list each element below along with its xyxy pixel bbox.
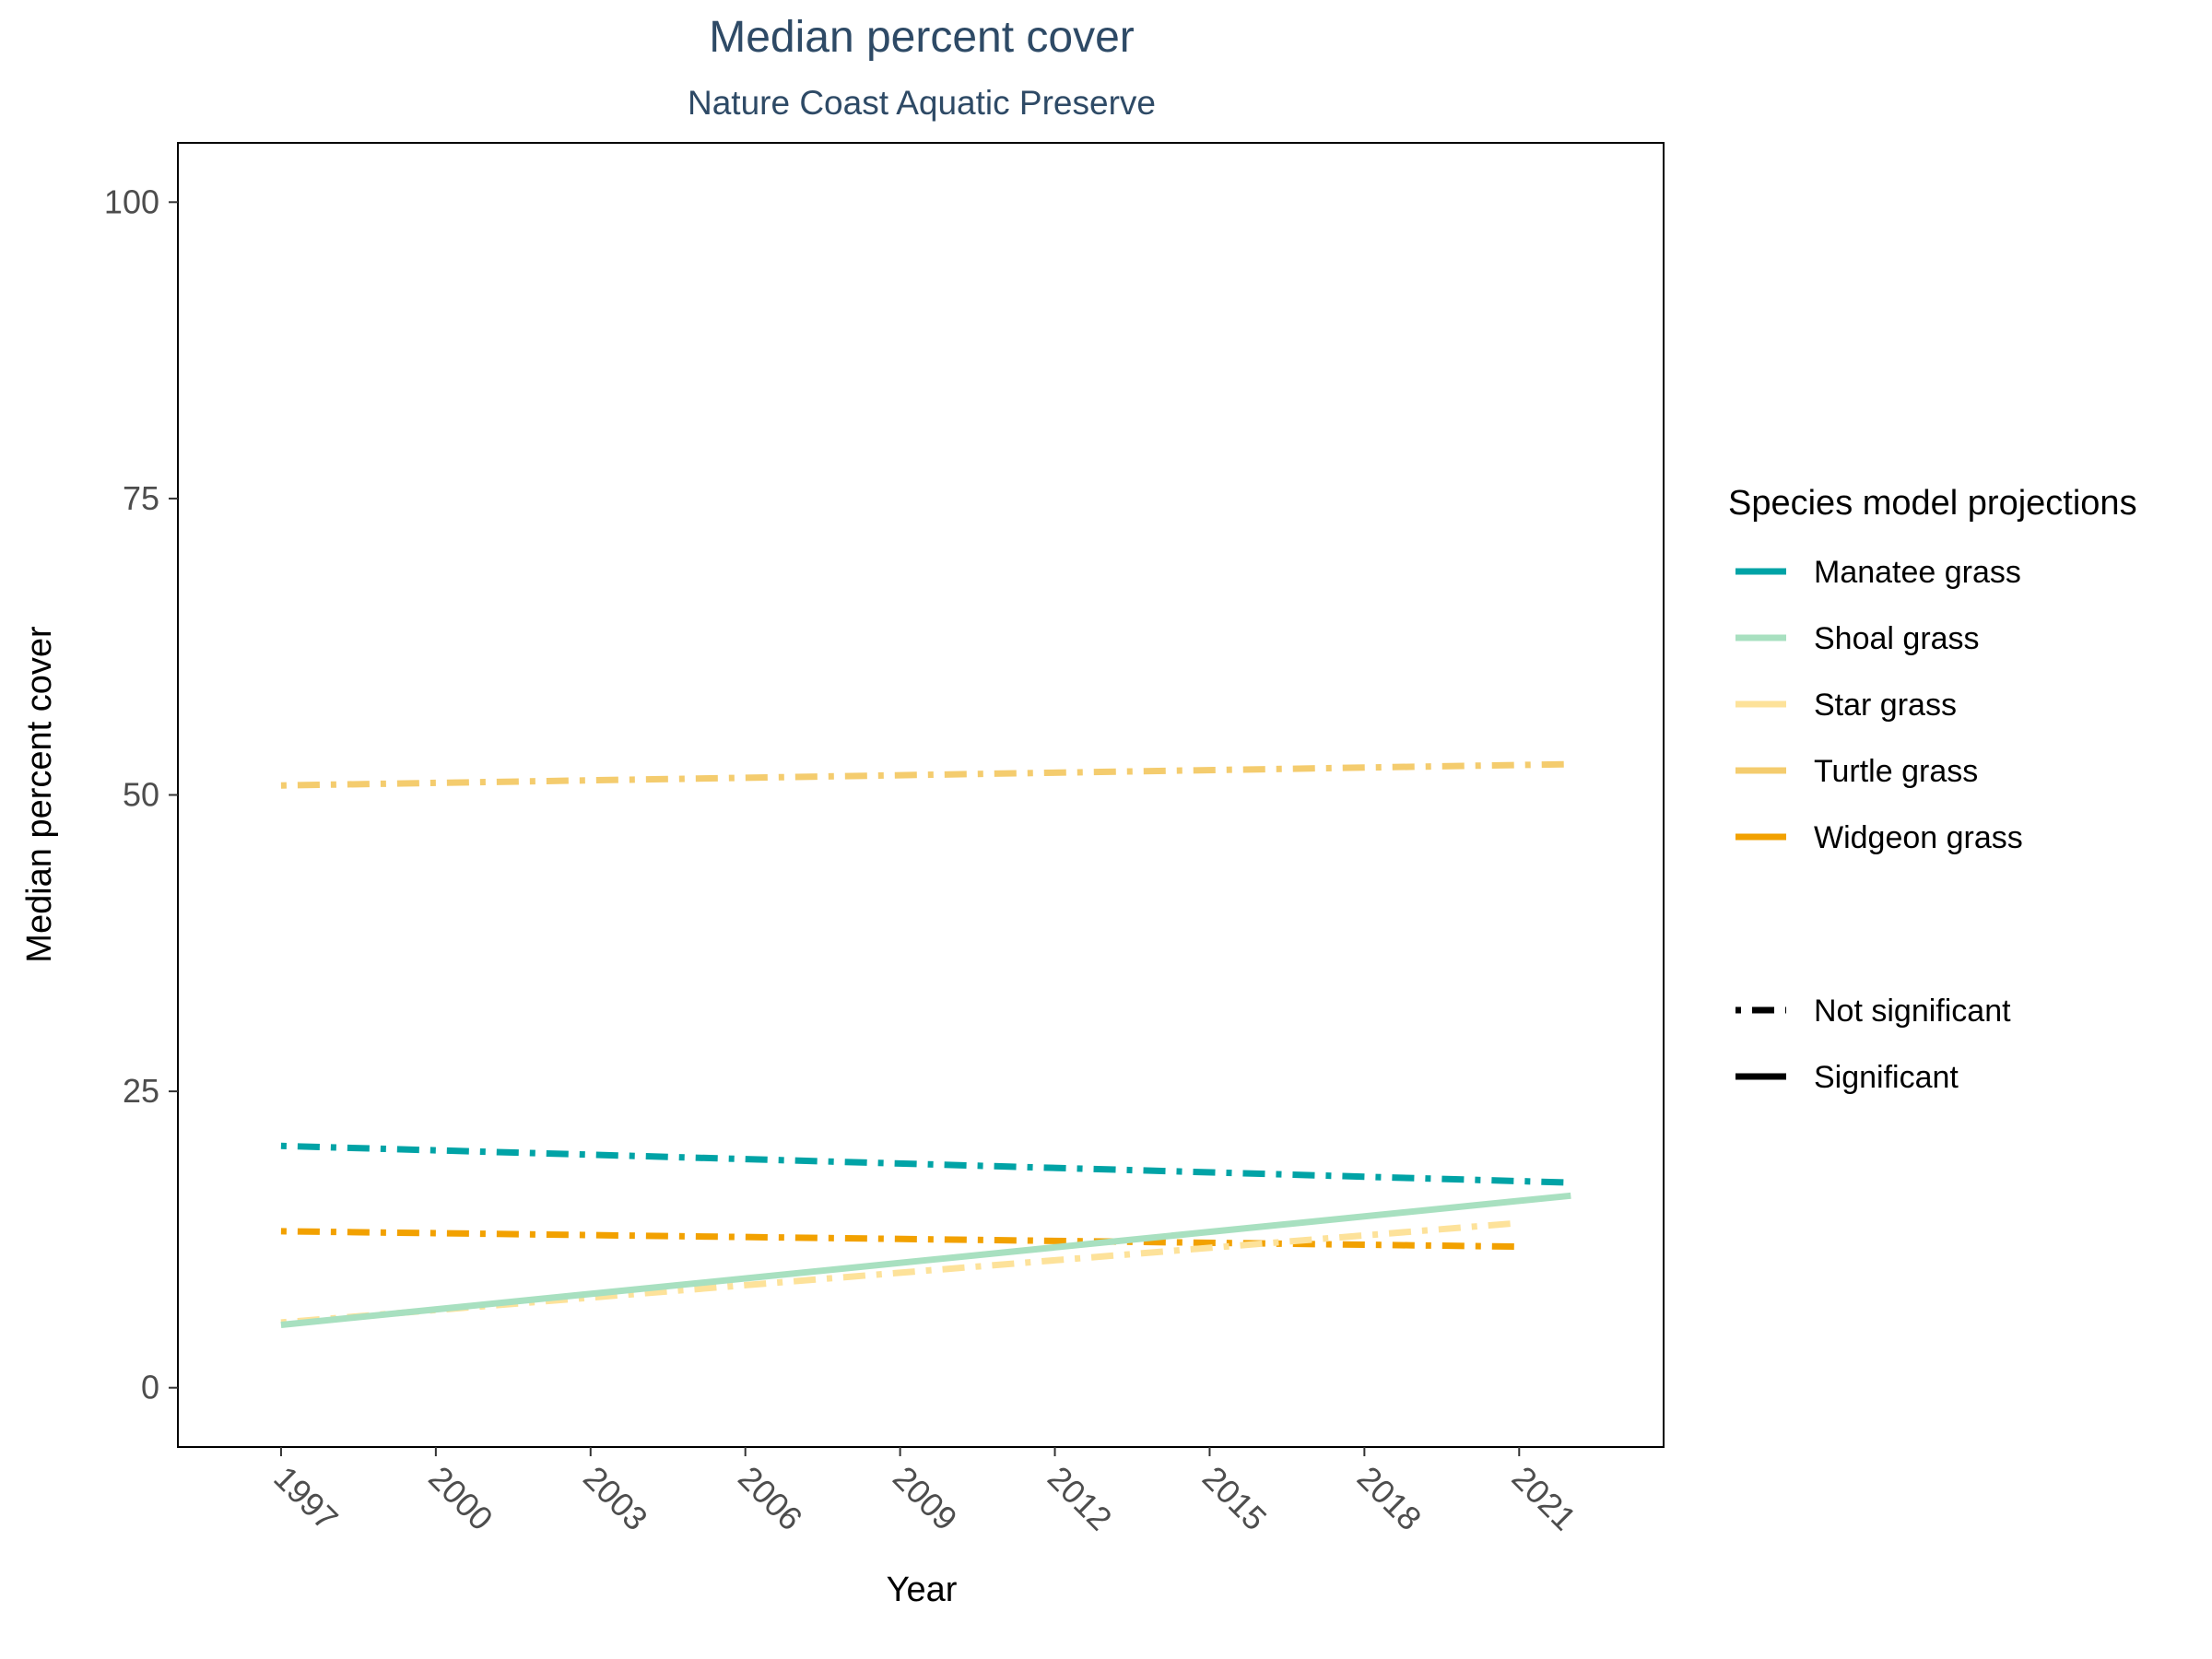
x-axis-title: Year	[887, 1571, 958, 1609]
legend-title: Species model projections	[1728, 484, 2137, 523]
y-tick-label: 75	[123, 479, 159, 517]
x-tick-label: 2018	[1350, 1459, 1430, 1538]
y-axis-title: Median percent cover	[20, 626, 59, 963]
plot-panel	[177, 142, 1665, 1448]
x-axis: 1997 2000 2003 2006 2009 2012 2015 2018 2021	[266, 1447, 1583, 1537]
legend-label-significant: Significant	[1814, 1060, 1959, 1095]
chart-subtitle: Nature Coast Aquatic Preserve	[688, 84, 1156, 122]
series-line-widgeon-grass	[280, 1228, 1520, 1251]
x-tick-label: 2015	[1195, 1459, 1275, 1538]
chart-title: Median percent cover	[709, 13, 1135, 62]
x-tick-label: 1997	[266, 1459, 346, 1538]
x-tick-label: 2021	[1505, 1459, 1584, 1538]
series-line-star-grass	[280, 1219, 1520, 1326]
y-tick-label: 25	[123, 1072, 159, 1110]
y-tick-label: 100	[104, 182, 159, 220]
x-tick-label: 2000	[421, 1459, 500, 1538]
x-tick-label: 2003	[576, 1459, 655, 1538]
legend-label-not-significant: Not significant	[1814, 994, 2011, 1029]
legend: Species model projections Manatee grass S…	[1728, 484, 2137, 1095]
series-line-manatee-grass	[280, 1142, 1571, 1186]
series-layer	[280, 760, 1571, 1328]
series-line-shoal-grass	[280, 1192, 1571, 1328]
series-line-turtle-grass	[280, 760, 1571, 789]
legend-label-shoal-grass: Shoal grass	[1814, 621, 1980, 656]
legend-label-star-grass: Star grass	[1814, 688, 1957, 723]
legend-label-widgeon-grass: Widgeon grass	[1814, 820, 2023, 855]
legend-label-manatee-grass: Manatee grass	[1814, 555, 2021, 590]
x-tick-label: 2012	[1041, 1459, 1120, 1538]
legend-label-turtle-grass: Turtle grass	[1814, 754, 1978, 789]
y-tick-label: 0	[141, 1369, 159, 1406]
y-tick-label: 50	[123, 776, 159, 814]
y-axis: 0 25 50 75 100	[104, 182, 178, 1406]
x-tick-label: 2009	[886, 1459, 965, 1538]
x-tick-label: 2006	[731, 1459, 810, 1538]
